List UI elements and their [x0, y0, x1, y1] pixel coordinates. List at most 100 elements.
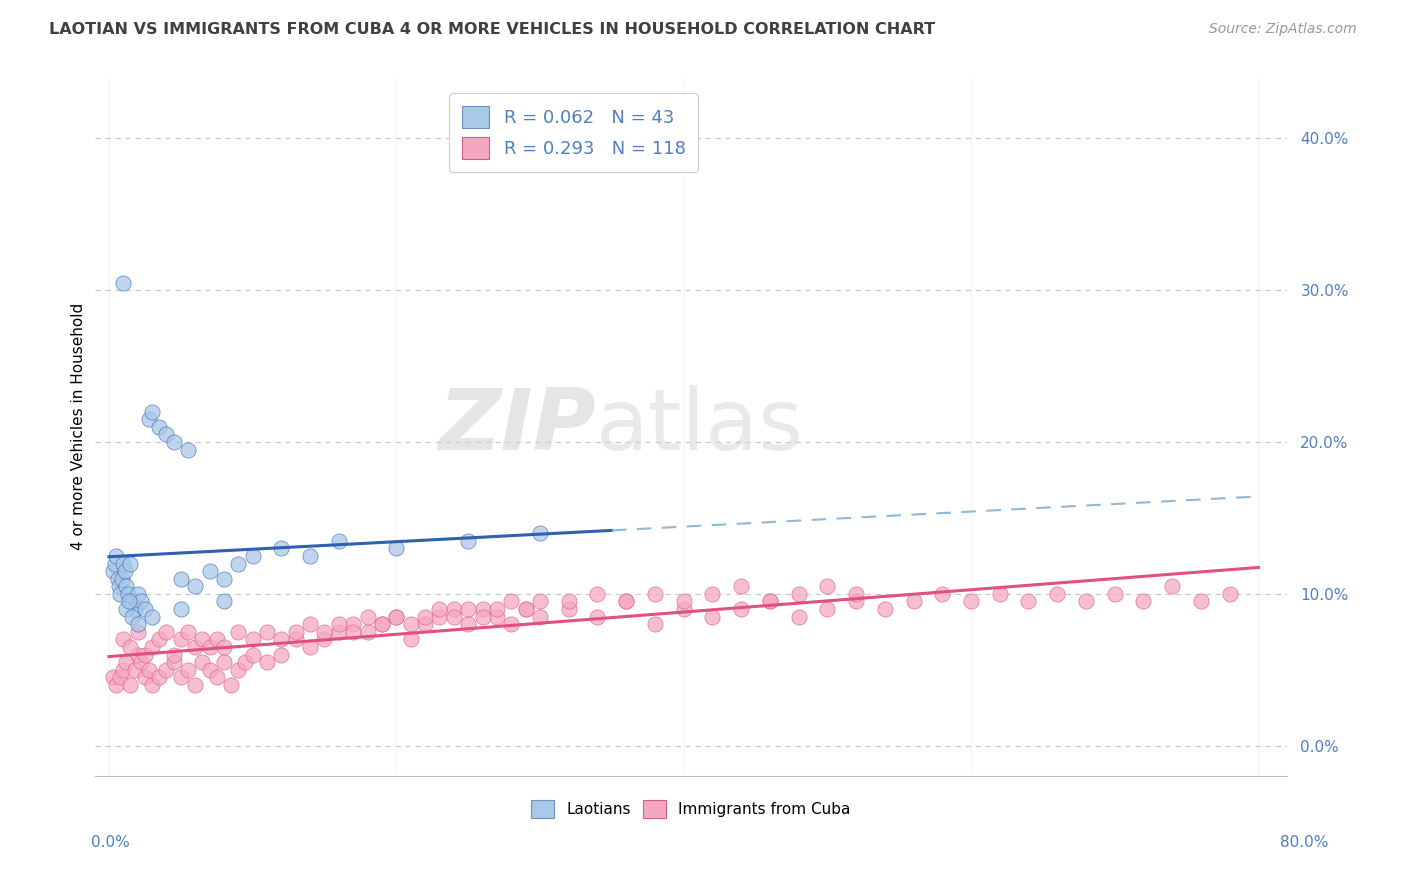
Point — [170, 572, 193, 586]
Point — [270, 541, 292, 556]
Point — [413, 617, 436, 632]
Point — [120, 640, 142, 654]
Point — [385, 609, 408, 624]
Point — [177, 442, 200, 457]
Point — [129, 655, 152, 669]
Point — [413, 609, 436, 624]
Point — [141, 678, 163, 692]
Text: ZIP: ZIP — [437, 385, 596, 468]
Point — [256, 624, 278, 639]
Point — [121, 609, 143, 624]
Point — [105, 549, 128, 563]
Point — [730, 602, 752, 616]
Point — [170, 602, 193, 616]
Point — [191, 632, 214, 647]
Point — [1018, 594, 1040, 608]
Point — [1219, 587, 1241, 601]
Text: LAOTIAN VS IMMIGRANTS FROM CUBA 4 OR MORE VEHICLES IN HOUSEHOLD CORRELATION CHAR: LAOTIAN VS IMMIGRANTS FROM CUBA 4 OR MOR… — [49, 22, 935, 37]
Point — [614, 594, 637, 608]
Point — [117, 587, 139, 601]
Point — [702, 587, 724, 601]
Point — [198, 564, 221, 578]
Point — [1189, 594, 1212, 608]
Point — [127, 617, 149, 632]
Point — [903, 594, 925, 608]
Point — [134, 648, 156, 662]
Point — [112, 663, 135, 677]
Point — [457, 602, 479, 616]
Point — [328, 624, 350, 639]
Point — [191, 655, 214, 669]
Point — [356, 609, 378, 624]
Point — [242, 648, 264, 662]
Text: 80.0%: 80.0% — [1281, 836, 1329, 850]
Point — [371, 617, 394, 632]
Point — [103, 670, 125, 684]
Point — [284, 632, 307, 647]
Point — [429, 609, 451, 624]
Point — [148, 632, 170, 647]
Point — [328, 533, 350, 548]
Point — [155, 624, 177, 639]
Point — [205, 632, 228, 647]
Point — [129, 594, 152, 608]
Point — [105, 678, 128, 692]
Point — [118, 594, 141, 608]
Point — [134, 670, 156, 684]
Point — [184, 579, 207, 593]
Point — [960, 594, 983, 608]
Point — [134, 602, 156, 616]
Point — [672, 594, 695, 608]
Point — [873, 602, 896, 616]
Point — [270, 632, 292, 647]
Text: atlas: atlas — [596, 385, 803, 468]
Point — [529, 526, 551, 541]
Point — [235, 655, 257, 669]
Point — [644, 587, 666, 601]
Point — [501, 617, 523, 632]
Point — [141, 609, 163, 624]
Point — [356, 624, 378, 639]
Point — [471, 609, 494, 624]
Point — [170, 670, 193, 684]
Point — [845, 587, 868, 601]
Point — [557, 602, 579, 616]
Point — [127, 624, 149, 639]
Point — [385, 541, 408, 556]
Point — [198, 640, 221, 654]
Point — [644, 617, 666, 632]
Point — [1161, 579, 1184, 593]
Point — [121, 594, 143, 608]
Point — [212, 640, 235, 654]
Point — [1132, 594, 1154, 608]
Point — [399, 617, 422, 632]
Point — [148, 670, 170, 684]
Point — [1046, 587, 1069, 601]
Legend: Laotians, Immigrants from Cuba: Laotians, Immigrants from Cuba — [524, 794, 856, 824]
Point — [112, 632, 135, 647]
Point — [124, 663, 146, 677]
Point — [212, 655, 235, 669]
Y-axis label: 4 or more Vehicles in Household: 4 or more Vehicles in Household — [72, 303, 86, 550]
Point — [127, 648, 149, 662]
Text: 0.0%: 0.0% — [91, 836, 131, 850]
Point — [429, 602, 451, 616]
Point — [177, 663, 200, 677]
Point — [111, 572, 134, 586]
Point — [328, 617, 350, 632]
Point — [557, 594, 579, 608]
Point — [457, 617, 479, 632]
Point — [141, 404, 163, 418]
Point — [730, 579, 752, 593]
Point — [112, 557, 135, 571]
Point — [399, 632, 422, 647]
Point — [586, 587, 609, 601]
Point — [787, 609, 810, 624]
Point — [184, 678, 207, 692]
Point — [1074, 594, 1097, 608]
Point — [115, 579, 138, 593]
Point — [120, 557, 142, 571]
Point — [115, 602, 138, 616]
Point — [702, 609, 724, 624]
Point — [226, 663, 249, 677]
